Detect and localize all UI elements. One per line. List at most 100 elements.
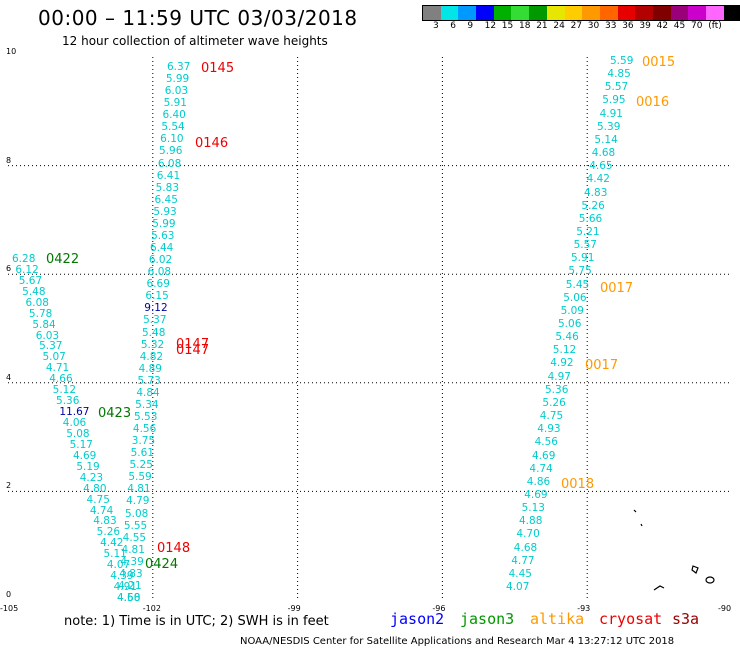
pass-time-label: 0146 <box>195 136 229 151</box>
wave-height-value: 5.36 <box>56 395 80 408</box>
color-swatch-16 <box>706 6 724 20</box>
color-scale-bar <box>422 5 740 21</box>
wave-height-value: 5.06 <box>558 318 582 330</box>
wave-height-value: 4.69 <box>532 449 556 462</box>
wave-height-value: 4.58 <box>117 592 141 604</box>
longitude-label: -96 <box>432 604 446 613</box>
wave-height-value: 5.99 <box>152 217 176 230</box>
color-scale-label: 42 <box>656 21 669 31</box>
wave-height-value: 6.12 <box>15 263 39 276</box>
color-swatch-12 <box>635 6 653 20</box>
wave-height-value: 6.69 <box>146 278 170 291</box>
wave-height-value: 4.74 <box>89 504 114 517</box>
color-swatch-2 <box>458 6 477 20</box>
wave-height-value: 6.44 <box>149 242 174 255</box>
wave-height-value: 5.54 <box>161 121 185 134</box>
wave-height-value: 5.36 <box>545 383 569 396</box>
color-scale-label: 3 <box>433 21 439 31</box>
latitude-label: 4 <box>6 372 12 382</box>
wave-height-value: 4.39 <box>120 555 144 568</box>
wave-height-value: 5.13 <box>521 502 545 515</box>
wave-height-value: 11.67 <box>59 406 90 419</box>
wave-height-value: 4.45 <box>508 567 532 580</box>
legend-altika: altika <box>530 610 585 628</box>
color-swatch-13 <box>652 6 671 20</box>
wave-height-value: 6.10 <box>160 133 184 146</box>
color-scale-label: 45 <box>673 21 686 31</box>
wave-height-value: 6.02 <box>148 254 173 267</box>
color-swatch-4 <box>493 6 512 20</box>
wave-height-value: 5.57 <box>573 239 597 252</box>
pass-time-label: 0015 <box>642 55 676 70</box>
wave-height-value: 4.91 <box>599 107 623 120</box>
wave-height-value: 5.25 <box>129 459 153 472</box>
color-scale-label: 15 <box>501 21 514 31</box>
wave-height-value: 5.83 <box>155 181 180 194</box>
color-scale-label: 36 <box>622 21 634 31</box>
wave-height-value: 5.14 <box>594 133 618 146</box>
color-swatch-7 <box>546 6 565 20</box>
wave-height-value: 5.34 <box>135 398 159 411</box>
wave-height-value: 4.21 <box>118 579 142 592</box>
credit-footer: NOAA/NESDIS Center for Satellite Applica… <box>240 636 675 647</box>
wave-height-value: 6.45 <box>154 193 178 206</box>
pass-time-label: 0017 <box>600 281 634 296</box>
wave-height-value: 6.37 <box>167 61 191 73</box>
pass-time-label: 0016 <box>636 95 670 110</box>
color-swatch-14 <box>670 6 689 20</box>
pass-time-label: 0147 <box>176 343 210 358</box>
wave-height-value: 4.69 <box>524 488 548 501</box>
wave-height-value: 4.85 <box>607 68 631 81</box>
wave-height-value: 5.07 <box>42 351 66 364</box>
wave-height-value: 5.09 <box>560 304 584 317</box>
grid-lines <box>8 57 732 600</box>
wave-height-value: 5.78 <box>28 307 53 320</box>
wave-height-value: 5.95 <box>602 94 626 107</box>
wave-height-value: 4.89 <box>138 362 162 375</box>
wave-height-value: 5.48 <box>22 285 46 298</box>
longitude-label: -93 <box>577 604 591 613</box>
color-scale-label: (ft) <box>708 21 722 31</box>
wave-height-value: 4.65 <box>589 160 613 173</box>
island-outlines <box>633 509 715 591</box>
color-scale-label: 9 <box>467 21 474 31</box>
pass-time-label: 0148 <box>157 541 191 556</box>
wave-height-value: 4.88 <box>519 515 543 528</box>
color-scale-label: 12 <box>484 21 497 31</box>
wave-height-value: 4.81 <box>127 483 151 496</box>
island-outline <box>640 523 643 527</box>
page-title: 00:00 – 11:59 UTC 03/03/2018 <box>38 6 358 30</box>
wave-height-value: 5.66 <box>578 212 603 225</box>
wave-height-value: 5.59 <box>610 55 634 67</box>
wave-height-value: 5.32 <box>140 338 165 351</box>
latitude-label: 8 <box>6 155 12 165</box>
wave-height-value: 5.67 <box>18 274 43 287</box>
color-scale-label: 21 <box>536 21 548 31</box>
wave-height-value: 5.59 <box>128 471 152 484</box>
wave-height-value: 4.92 <box>550 357 574 370</box>
wave-height-value: 4.75 <box>539 410 564 423</box>
color-swatch-11 <box>617 6 636 20</box>
color-swatch-0 <box>423 6 441 20</box>
wave-height-value: 6.08 <box>147 266 172 279</box>
wave-height-value: 4.69 <box>72 449 97 462</box>
page-subtitle: 12 hour collection of altimeter wave hei… <box>62 34 328 48</box>
wave-height-value: 5.55 <box>123 519 148 532</box>
wave-height-value: 9.12 <box>144 302 168 315</box>
wave-height-value: 4.06 <box>62 417 87 430</box>
wave-height-value: 4.42 <box>586 173 610 186</box>
wave-height-value: 4.74 <box>529 462 553 475</box>
wave-height-value: 5.11 <box>103 548 127 561</box>
latitude-label: 10 <box>6 47 17 56</box>
wave-height-value: 4.83 <box>119 567 143 580</box>
wave-height-value: 5.45 <box>565 278 590 291</box>
color-swatch-9 <box>582 6 600 20</box>
color-swatch-5 <box>511 6 530 20</box>
color-scale-label: 27 <box>570 21 583 31</box>
color-swatch-1 <box>440 6 459 20</box>
legend-jason2: jason2 <box>390 610 445 628</box>
wave-height-value: 5.17 <box>69 438 93 451</box>
longitude-label: -102 <box>142 604 161 613</box>
wave-height-value: 4.07 <box>106 559 131 572</box>
